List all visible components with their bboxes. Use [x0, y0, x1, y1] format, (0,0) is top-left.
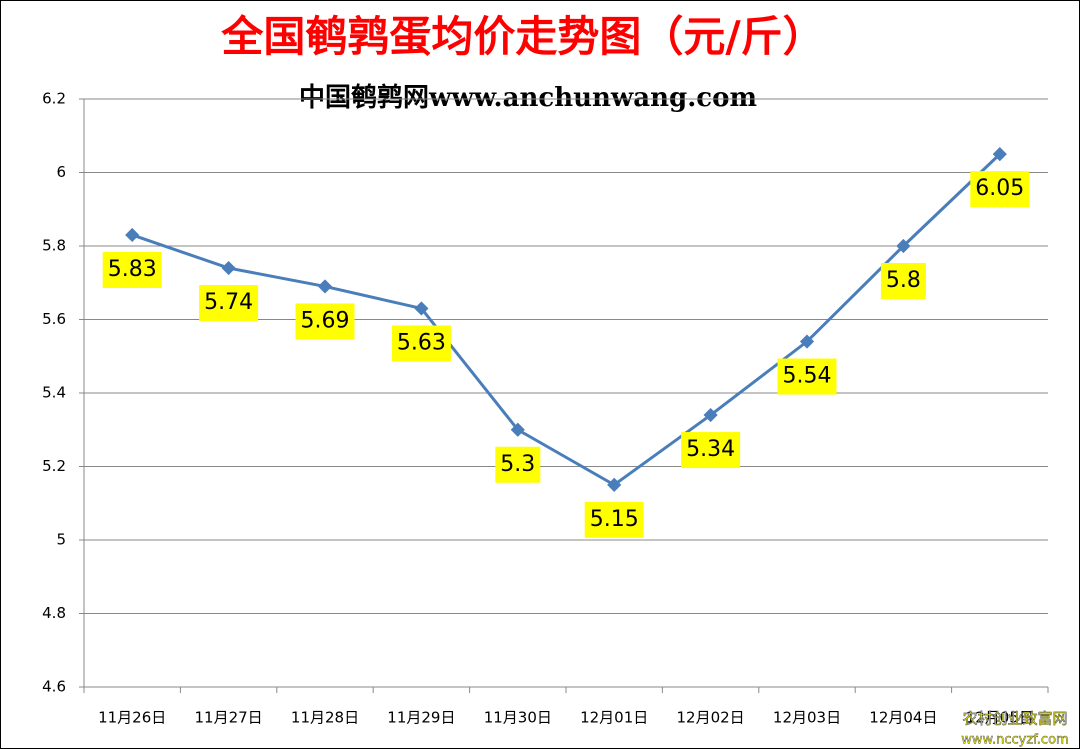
data-label-bg	[495, 446, 541, 483]
x-tick-label: 11月30日	[484, 709, 552, 727]
marker	[896, 238, 911, 254]
data-label-text: 5.8	[886, 268, 921, 293]
chart-subtitle: 中国鹌鹑网www.anchunwang.com	[299, 82, 757, 113]
data-label-text: 5.63	[397, 330, 446, 355]
data-label: 5.34	[681, 432, 741, 469]
x-tick-label: 11月29日	[387, 709, 455, 727]
data-label: 5.3	[495, 446, 541, 483]
data-label: 5.83	[102, 251, 162, 288]
data-label-text: 5.34	[686, 437, 735, 462]
y-tick-label: 5.8	[42, 237, 66, 255]
y-tick-label: 6.2	[42, 90, 66, 108]
x-tick-label: 11月26日	[98, 709, 166, 727]
marker	[703, 407, 718, 423]
y-tick-label: 5	[56, 531, 66, 549]
marker	[607, 477, 622, 492]
x-tick-label: 11月28日	[291, 709, 359, 727]
data-label: 5.54	[777, 358, 837, 395]
marker	[992, 147, 1007, 162]
watermark: www.nccyzf.com	[961, 733, 1068, 748]
data-label-bg	[199, 285, 259, 322]
y-tick-label: 4.6	[42, 678, 66, 696]
marker	[317, 279, 333, 294]
data-label-bg	[295, 303, 355, 340]
marker	[221, 260, 236, 276]
data-label-text: 5.83	[108, 257, 157, 282]
x-tick-label: 12月03日	[773, 709, 841, 727]
x-tick-label: 12月01日	[580, 709, 648, 727]
data-label: 5.8	[880, 263, 926, 299]
x-tick-label: 12月04日	[869, 709, 937, 727]
data-label: 6.05	[970, 171, 1030, 208]
y-tick-label: 6	[56, 163, 66, 181]
watermark: 农村创业致富网	[962, 710, 1067, 728]
data-label-text: 5.3	[500, 452, 535, 477]
marker	[510, 422, 525, 437]
marker	[799, 334, 815, 349]
data-label-bg	[880, 263, 926, 299]
data-label: 5.74	[199, 285, 259, 322]
marker	[414, 301, 429, 316]
data-label-text: 5.15	[590, 507, 639, 532]
data-label-bg	[777, 358, 837, 395]
x-tick-label: 11月27日	[195, 709, 263, 727]
data-label: 5.15	[584, 501, 644, 538]
y-tick-label: 5.2	[42, 457, 66, 475]
line	[131, 153, 1001, 487]
data-label-text: 6.05	[975, 176, 1024, 201]
y-tick-label: 5.6	[42, 310, 66, 328]
data-label-text: 5.54	[783, 364, 832, 389]
chart-title: 全国鹌鹑蛋均价走势图（元/斤）	[220, 12, 824, 61]
x-tick-label: 12月05日	[966, 709, 1034, 727]
data-label-text: 5.69	[301, 308, 350, 333]
data-label-bg	[970, 171, 1030, 208]
data-label-bg	[584, 501, 644, 538]
data-label: 5.63	[391, 325, 451, 362]
data-label-bg	[102, 251, 162, 288]
data-label-text: 5.74	[204, 290, 253, 315]
data-label-bg	[681, 432, 741, 469]
data-label-bg	[391, 325, 451, 362]
y-tick-label: 5.4	[42, 384, 66, 402]
y-tick-label: 4.8	[42, 604, 66, 622]
x-tick-label: 12月02日	[677, 709, 745, 727]
data-label: 5.69	[295, 303, 355, 340]
